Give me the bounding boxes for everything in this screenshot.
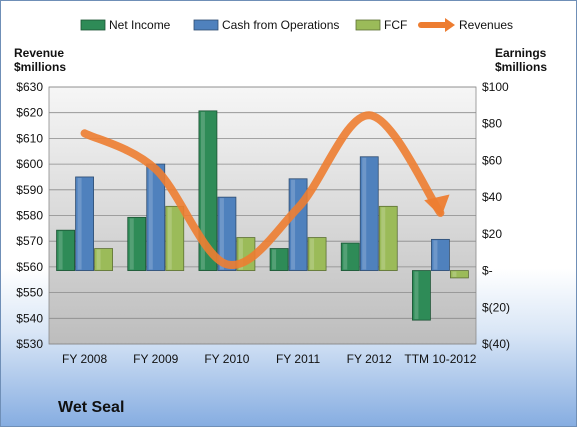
bars	[56, 110, 469, 321]
bar-highlight	[362, 157, 367, 270]
bar-highlight	[129, 218, 134, 270]
bar-fcf	[165, 205, 185, 271]
bar-highlight	[310, 238, 315, 270]
bar-net-income	[412, 270, 431, 321]
bar-cash-from-operations	[217, 196, 237, 271]
bar-highlight	[167, 207, 172, 270]
bar-highlight	[291, 179, 296, 270]
plot-border	[48, 86, 477, 345]
right-tick-label: $20	[482, 227, 502, 241]
bar-highlight	[96, 249, 101, 270]
bar-highlight	[219, 198, 224, 270]
left-axis-title: Revenue $millions	[14, 46, 67, 74]
right-tick-label: $(20)	[482, 300, 510, 314]
legend-swatch	[80, 19, 106, 31]
bar-fcf	[94, 248, 113, 271]
left-tick-label: $530	[16, 337, 43, 351]
bar-net-income	[269, 248, 289, 271]
bar-fcf	[378, 205, 398, 271]
bar-highlight	[452, 271, 457, 277]
left-tick-label: $610	[16, 131, 43, 145]
revenue-line-layer	[80, 111, 450, 269]
bar-highlight	[77, 177, 82, 270]
category-label: TTM 10-2012	[404, 352, 476, 366]
left-tick-label: $570	[16, 234, 43, 248]
bar-highlight	[58, 231, 63, 270]
right-tick-label: $40	[482, 190, 502, 204]
right-tick-label: $80	[482, 117, 502, 131]
category-label: FY 2012	[347, 352, 392, 366]
bar-net-income	[56, 229, 75, 271]
bar-net-income	[198, 110, 218, 271]
category-labels: FY 2008 FY 2009 FY 2010 FY 2011 FY 2012 TTM 1…	[62, 352, 477, 366]
category-label: FY 2008	[62, 352, 107, 366]
bar-net-income	[127, 216, 147, 271]
right-tick-label: $-	[482, 264, 493, 278]
left-tick-label: $600	[16, 157, 43, 171]
legend-arrow-icon	[445, 18, 455, 32]
bar-highlight	[148, 165, 153, 270]
category-label: FY 2010	[204, 352, 249, 366]
legend-swatch	[193, 19, 219, 31]
legend-swatch	[355, 19, 381, 31]
bar-fcf	[307, 237, 327, 271]
bar-highlight	[433, 240, 438, 270]
left-tick-label: $540	[16, 311, 43, 325]
revenue-line	[80, 111, 445, 269]
bar-highlight	[343, 244, 348, 270]
category-label: FY 2011	[276, 352, 321, 366]
left-tick-label: $630	[16, 80, 43, 94]
left-tick-label: $590	[16, 183, 43, 197]
left-tick-label: $550	[16, 286, 43, 300]
legend-label: FCF	[384, 18, 407, 32]
bar-highlight	[272, 249, 277, 270]
left-tick-label: $560	[16, 260, 43, 274]
right-tick-label: $60	[482, 153, 502, 167]
legend-label: Cash from Operations	[222, 18, 339, 32]
left-axis-ticks: $630 $620 $610 $600 $590 $580 $570 $560 $550 $540…	[16, 80, 43, 351]
bar-highlight	[414, 271, 419, 320]
bar-cash-from-operations	[359, 156, 379, 271]
bar-highlight	[200, 111, 205, 270]
gridlines	[48, 86, 477, 345]
bar-cash-from-operations	[431, 238, 450, 271]
right-tick-label: $(40)	[482, 337, 510, 351]
revenue-arrowhead	[424, 194, 450, 217]
bar-cash-from-operations	[75, 176, 94, 271]
legend-label: Revenues	[459, 18, 513, 32]
left-tick-label: $580	[16, 209, 43, 223]
bar-highlight	[238, 238, 243, 270]
chart-title: Wet Seal	[58, 399, 125, 416]
legend: Net Income Cash from Operations FCF Revenue…	[80, 18, 513, 32]
bar-net-income	[340, 242, 360, 271]
bar-highlight	[381, 207, 386, 270]
left-tick-label: $620	[16, 106, 43, 120]
right-axis-ticks: $100 $80 $60 $40 $20 $- $(20) $(40)	[482, 80, 510, 351]
right-tick-label: $100	[482, 80, 509, 94]
bar-fcf	[450, 270, 469, 279]
right-axis-title: Earnings $millions	[495, 46, 548, 74]
category-label: FY 2009	[133, 352, 178, 366]
legend-label: Net Income	[109, 18, 171, 32]
